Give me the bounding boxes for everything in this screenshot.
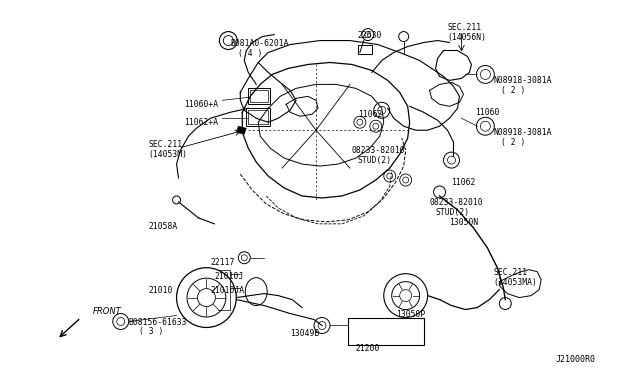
- Text: (14056N): (14056N): [447, 33, 486, 42]
- Text: 11062: 11062: [451, 178, 476, 187]
- Text: N08918-3081A: N08918-3081A: [493, 76, 552, 86]
- Text: 13050P: 13050P: [396, 310, 425, 318]
- Text: FRONT: FRONT: [93, 307, 122, 316]
- Text: 11060: 11060: [476, 108, 500, 117]
- Text: 21058A: 21058A: [148, 222, 178, 231]
- Text: 13049B: 13049B: [290, 330, 319, 339]
- Text: ( 4 ): ( 4 ): [238, 48, 262, 58]
- Text: (14053MA): (14053MA): [493, 278, 537, 287]
- Text: SEC.211: SEC.211: [148, 140, 183, 149]
- Text: SEC.211: SEC.211: [447, 23, 482, 32]
- Text: 22630: 22630: [358, 31, 382, 39]
- Text: (14053M): (14053M): [148, 150, 188, 159]
- Text: ( 3 ): ( 3 ): [139, 327, 163, 336]
- Text: 11060+A: 11060+A: [184, 100, 218, 109]
- Text: J21000R0: J21000R0: [555, 355, 595, 364]
- Text: B08156-61633: B08156-61633: [129, 318, 188, 327]
- Text: 13050N: 13050N: [449, 218, 479, 227]
- Text: 21200: 21200: [356, 344, 380, 353]
- Text: 11062+A: 11062+A: [184, 118, 218, 127]
- Text: STUD(2): STUD(2): [436, 208, 470, 217]
- Text: 21010: 21010: [148, 286, 173, 295]
- Text: 21010JA: 21010JA: [211, 286, 244, 295]
- Text: SEC.211: SEC.211: [493, 268, 527, 277]
- Text: STUD(2): STUD(2): [358, 156, 392, 165]
- Polygon shape: [236, 126, 246, 134]
- Text: 11062: 11062: [358, 110, 382, 119]
- Text: 08233-82010: 08233-82010: [352, 146, 406, 155]
- Text: B081A0-6201A: B081A0-6201A: [230, 39, 289, 48]
- Text: 21010J: 21010J: [214, 272, 244, 281]
- Text: ( 2 ): ( 2 ): [501, 86, 525, 95]
- Text: N08918-3081A: N08918-3081A: [493, 128, 552, 137]
- Text: ( 2 ): ( 2 ): [501, 138, 525, 147]
- Text: 08233-82010: 08233-82010: [429, 198, 483, 207]
- Text: 22117: 22117: [211, 258, 235, 267]
